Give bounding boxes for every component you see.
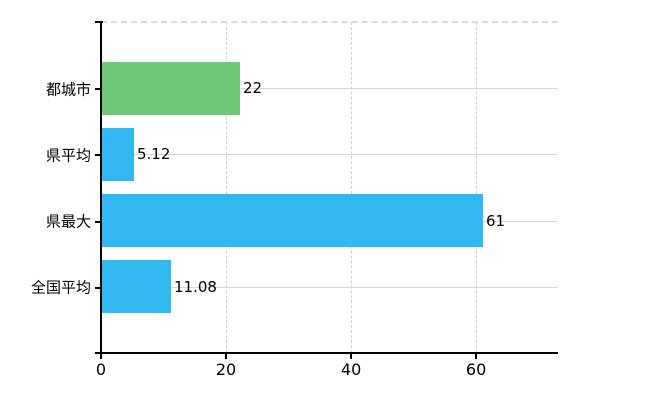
bar-value-label: 11.08	[174, 278, 217, 296]
x-axis-tick	[100, 354, 102, 359]
plot-top-border	[101, 21, 558, 23]
grid-line-horizontal	[101, 88, 558, 89]
category-label: 県最大	[45, 212, 91, 231]
y-axis-tick	[95, 287, 101, 289]
bar	[102, 194, 483, 247]
x-axis-tick-label: 60	[465, 360, 487, 379]
grid-line-horizontal	[101, 154, 558, 155]
x-axis-tick	[350, 354, 352, 359]
y-axis-line	[100, 21, 102, 354]
grid-line-vertical	[226, 22, 228, 353]
y-axis-tick	[95, 88, 101, 90]
x-axis-line	[95, 352, 558, 354]
x-axis-tick-label: 40	[340, 360, 362, 379]
bar	[102, 128, 134, 181]
bar	[102, 62, 240, 115]
grid-line-horizontal	[101, 287, 558, 288]
x-axis-tick-label: 20	[215, 360, 237, 379]
bar-value-label: 61	[486, 212, 506, 230]
bar-value-label: 5.12	[137, 145, 171, 163]
x-axis-tick-label: 0	[95, 360, 107, 379]
y-axis-tick	[95, 154, 101, 156]
x-axis-tick	[475, 354, 477, 359]
grid-line-vertical	[351, 22, 353, 353]
axis-top-cap-tick	[95, 21, 103, 23]
grid-line-vertical	[476, 22, 478, 353]
category-label: 都城市	[45, 80, 91, 99]
y-axis-tick	[95, 221, 101, 223]
bar	[102, 260, 171, 313]
category-label: 県平均	[45, 146, 91, 165]
category-label: 全国平均	[30, 278, 91, 297]
x-axis-tick	[225, 354, 227, 359]
bar-value-label: 22	[243, 79, 263, 97]
